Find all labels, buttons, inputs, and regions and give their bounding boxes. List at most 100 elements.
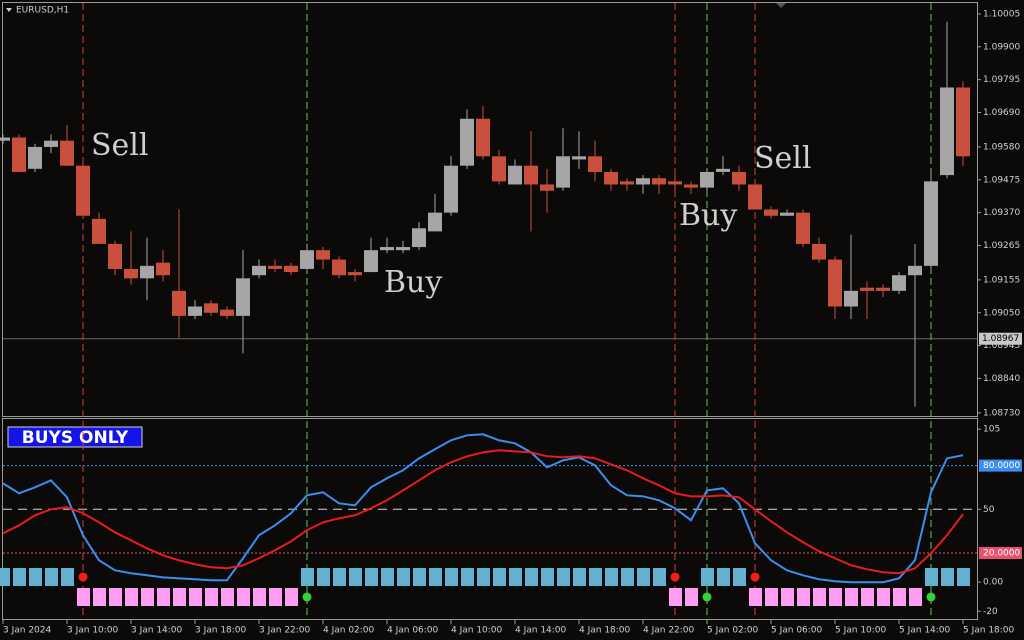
sell-block [685,588,698,606]
price-label-box [979,332,1022,345]
buy-block [45,568,58,586]
sell-block [797,588,810,606]
x-tick-label: 5 Jan 10:00 [835,626,887,636]
sell-block [861,588,874,606]
x-tick-label: 5 Jan 14:00 [899,626,951,636]
symbol-title: EURUSD,H1 [16,6,69,16]
buy-block [525,568,538,586]
indicator-line [2,433,964,584]
candle-body [604,171,618,185]
sell-dot [78,572,88,582]
buy-dot [926,592,936,602]
candle-body [268,265,282,269]
candle-body [940,87,954,176]
x-tick-label: 4 Jan 06:00 [387,626,439,636]
sell-block [829,588,842,606]
candle-body [748,184,762,210]
y-tick-label: 1.09050 [983,308,1020,318]
buy-block [589,568,602,586]
candle-body [700,171,714,188]
candle-body [28,146,42,169]
candle-body [300,250,314,269]
candle-body [556,156,570,188]
price-panel [2,2,978,417]
y-tick-label: 0.00 [983,578,1003,588]
candle-body [124,268,138,279]
candle-body [668,181,682,185]
candle-body [332,259,346,276]
candle-body [492,156,506,182]
x-tick-label: 3 Jan 18:00 [195,626,247,636]
buy-block [365,568,378,586]
sell-block [173,588,186,606]
sell-block [109,588,122,606]
candle-body [236,278,250,316]
price-label: 1.08967 [982,334,1019,344]
buy-block [637,568,650,586]
buy-block [573,568,586,586]
candle-body [444,165,458,213]
candle-body [172,290,186,316]
mode-label: BUYS ONLY [22,428,129,448]
candle-body [956,87,970,157]
x-tick-label: 3 Jan 2024 [3,626,51,636]
candle-body [60,140,74,166]
candle-body [364,250,378,273]
menu-arrow[interactable] [6,8,12,12]
sell-block [877,588,890,606]
buy-block [61,568,74,586]
candle-body [924,181,938,266]
sell-block [221,588,234,606]
sell-block [285,588,298,606]
buy-block [925,568,938,586]
candle-body [524,165,538,185]
buy-block [733,568,746,586]
sell-block [237,588,250,606]
buy-block [621,568,634,586]
candle-body [220,309,234,316]
candle-body [284,265,298,273]
candle-body [76,165,90,216]
level-label: 20.0000 [983,549,1020,559]
buy-block [557,568,570,586]
buy-block [717,568,730,586]
candle-body [380,247,394,251]
sell-block [893,588,906,606]
buy-dot [702,592,712,602]
buy-block [605,568,618,586]
sell-block [845,588,858,606]
buy-block [509,568,522,586]
candle-body [876,287,890,291]
sell-block [253,588,266,606]
buy-block [429,568,442,586]
level-label: 80.0000 [983,461,1020,471]
y-tick-label: 1.09265 [983,241,1020,251]
candle-body [588,156,602,172]
y-tick-label: 50 [983,505,995,515]
candle-body [204,303,218,313]
sell-block [269,588,282,606]
sell-block [909,588,922,606]
level-label-box [979,547,1022,559]
candle-body [684,184,698,188]
y-tick-label: 1.09370 [983,208,1020,218]
x-tick-label: 4 Jan 22:00 [643,626,695,636]
candle-body [108,243,122,269]
candle-body [348,272,362,276]
candle-body [396,247,410,251]
candle-body [716,168,730,172]
sell-block [93,588,106,606]
sell-dot [750,572,760,582]
buy-block [333,568,346,586]
candle-body [476,118,490,157]
x-tick-label: 4 Jan 02:00 [323,626,375,636]
buy-block [413,568,426,586]
sell-block [141,588,154,606]
candle-body [188,306,202,316]
candle-body [844,290,858,307]
sell-block [157,588,170,606]
scroll-marker [776,3,786,8]
candle-body [12,137,26,172]
